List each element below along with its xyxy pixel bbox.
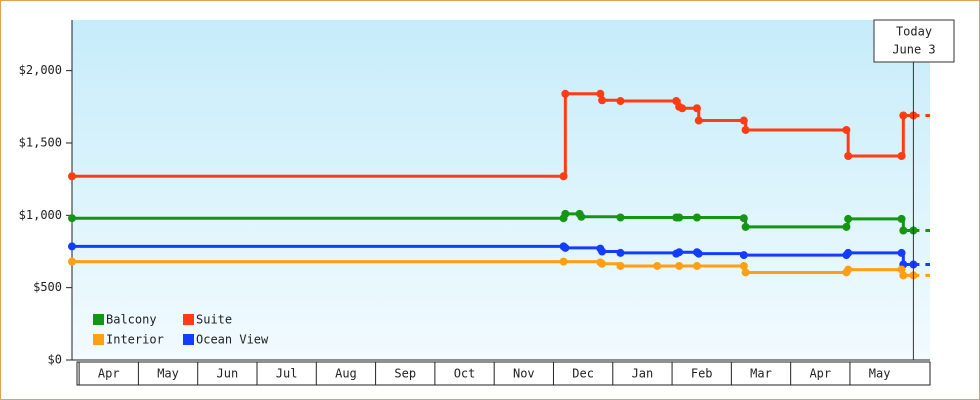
x-tick-label: Apr <box>98 367 120 381</box>
point <box>616 97 625 106</box>
x-tick-label: Jan <box>632 367 654 381</box>
point <box>739 116 748 125</box>
point <box>675 261 684 270</box>
y-tick-label: $1,000 <box>19 208 62 222</box>
point <box>561 89 570 98</box>
point <box>844 265 853 274</box>
point <box>561 209 570 218</box>
x-tick-label: Jun <box>217 367 239 381</box>
legend-swatch <box>183 334 194 345</box>
legend-swatch <box>183 314 194 325</box>
point <box>899 271 908 280</box>
point <box>897 214 906 223</box>
point <box>844 214 853 223</box>
point <box>678 104 687 113</box>
point <box>68 257 76 266</box>
x-tick-label: May <box>157 367 179 381</box>
point <box>844 248 853 257</box>
point <box>616 248 625 257</box>
legend-label: Suite <box>196 313 232 327</box>
today-label: June 3 <box>892 43 935 57</box>
legend-label: Ocean View <box>196 333 269 347</box>
point <box>842 222 851 231</box>
x-tick-label: Dec <box>572 367 594 381</box>
point <box>692 104 701 113</box>
point <box>692 213 701 222</box>
point <box>741 222 750 231</box>
x-axis-band <box>76 361 931 386</box>
plot-area <box>72 20 930 360</box>
y-tick-label: $0 <box>48 353 62 367</box>
legend-swatch <box>93 334 104 345</box>
x-tick-label: Nov <box>513 367 535 381</box>
point <box>899 226 908 235</box>
point <box>68 214 76 223</box>
point <box>561 243 570 252</box>
point <box>598 96 607 105</box>
point <box>598 247 607 256</box>
x-tick-label: Oct <box>454 367 476 381</box>
point <box>68 172 76 181</box>
point <box>741 268 750 277</box>
point <box>675 248 684 257</box>
today-label: Today <box>896 25 932 39</box>
x-tick-label: Feb <box>691 367 713 381</box>
legend-swatch <box>93 314 104 325</box>
point <box>675 213 684 222</box>
point <box>842 125 851 134</box>
point <box>741 125 750 134</box>
x-tick-label: Sep <box>394 367 416 381</box>
point <box>598 259 607 268</box>
x-tick-label: May <box>869 367 891 381</box>
legend-label: Balcony <box>106 313 157 327</box>
point <box>616 213 625 222</box>
point <box>897 152 906 160</box>
point <box>844 152 853 160</box>
point <box>739 251 748 260</box>
point <box>739 214 748 223</box>
x-tick-label: Aug <box>335 367 357 381</box>
point <box>653 261 662 270</box>
point <box>897 248 906 257</box>
point <box>559 257 568 266</box>
point <box>694 249 703 258</box>
point <box>899 111 908 120</box>
x-tick-label: Apr <box>809 367 831 381</box>
x-tick-label: Jul <box>276 367 298 381</box>
point <box>559 172 568 181</box>
today-box <box>873 19 955 63</box>
point <box>596 89 605 98</box>
legend-label: Interior <box>106 333 164 347</box>
y-tick-label: $1,500 <box>19 135 62 149</box>
point <box>739 261 748 270</box>
point <box>694 116 703 125</box>
point <box>692 261 701 270</box>
x-tick-label: Mar <box>750 367 772 381</box>
point <box>616 261 625 270</box>
y-tick-label: $2,000 <box>19 63 62 77</box>
y-tick-label: $500 <box>33 280 62 294</box>
point <box>68 242 76 251</box>
point <box>577 212 586 221</box>
